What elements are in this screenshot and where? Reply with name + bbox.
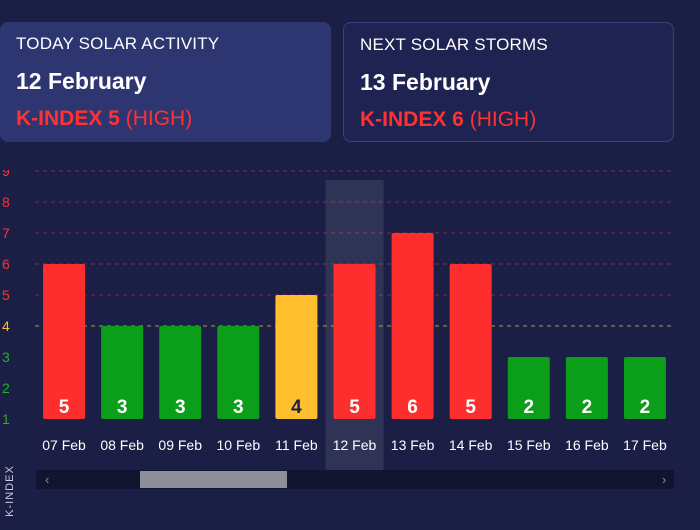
y-tick-label: 8	[2, 194, 10, 210]
y-tick-label: 4	[2, 318, 10, 334]
bar-08-feb[interactable]	[101, 326, 144, 419]
bar-value-label: 3	[117, 397, 128, 418]
x-tick-label: 14 Feb	[449, 437, 493, 453]
y-tick-label: 2	[2, 380, 10, 396]
bar-12-feb[interactable]	[333, 264, 376, 419]
y-tick-label: 5	[2, 287, 10, 303]
bar-07-feb[interactable]	[43, 264, 86, 419]
kindex-bar-chart: 1 2 3 4 5 6 7 8 9 5 3 3 3 4 5 6 5 2 2 2 07 Feb 08 Feb 09 Feb…	[2, 170, 674, 489]
bar-10-feb[interactable]	[217, 326, 260, 419]
bar-value-label: 2	[523, 397, 534, 418]
x-tick-label: 07 Feb	[42, 437, 86, 453]
bar-11-feb[interactable]	[275, 295, 318, 419]
x-tick-label: 17 Feb	[623, 437, 667, 453]
bar-value-label: 5	[59, 397, 70, 418]
today-solar-activity-card: TODAY SOLAR ACTIVITY 12 February K-INDEX…	[0, 22, 331, 142]
bar-value-label: 3	[175, 397, 186, 418]
x-tick-label: 16 Feb	[565, 437, 609, 453]
today-card-kindex: K-INDEX 5 (HIGH)	[16, 107, 315, 131]
bar-value-label: 3	[233, 397, 244, 418]
bar-17-feb[interactable]	[623, 357, 666, 419]
x-tick-label: 13 Feb	[391, 437, 435, 453]
next-solar-storms-card: NEXT SOLAR STORMS 13 February K-INDEX 6 …	[343, 22, 674, 142]
bar-value-label: 2	[582, 397, 593, 418]
y-tick-label: 7	[2, 225, 10, 241]
x-tick-label: 10 Feb	[217, 437, 261, 453]
x-tick-label: 09 Feb	[158, 437, 202, 453]
chart-bars: 5 3 3 3 4 5 6 5 2 2 2	[43, 233, 666, 419]
scroll-left-icon[interactable]: ‹	[45, 472, 49, 487]
next-kindex-value: K-INDEX 6	[360, 108, 464, 131]
next-card-date: 13 February	[360, 69, 491, 95]
x-axis-labels: 07 Feb 08 Feb 09 Feb 10 Feb 11 Feb 12 Feb 13 F…	[42, 437, 667, 453]
bar-15-feb[interactable]	[507, 357, 550, 419]
bar-09-feb[interactable]	[159, 326, 202, 419]
today-kindex-level: (HIGH)	[125, 107, 193, 130]
x-tick-label: 08 Feb	[100, 437, 144, 453]
x-tick-label: 15 Feb	[507, 437, 551, 453]
chart-gridlines	[35, 170, 674, 327]
today-card-label: TODAY SOLAR ACTIVITY	[16, 34, 220, 53]
bar-value-label: 4	[291, 397, 302, 418]
y-axis-title: K-INDEX	[3, 465, 16, 517]
y-tick-label: 1	[2, 411, 10, 427]
y-tick-label: 3	[2, 349, 10, 365]
x-tick-label: 11 Feb	[275, 437, 318, 453]
scrollbar-track[interactable]	[36, 470, 674, 489]
y-tick-label: 9	[2, 170, 10, 179]
chart-scrollbar[interactable]: ‹ ›	[36, 470, 674, 489]
bar-16-feb[interactable]	[565, 357, 608, 419]
bar-value-label: 5	[465, 397, 476, 418]
y-axis-ticks: 1 2 3 4 5 6 7 8 9	[2, 170, 10, 427]
next-card-kindex: K-INDEX 6 (HIGH)	[360, 108, 657, 132]
next-card-label: NEXT SOLAR STORMS	[360, 35, 548, 54]
bar-value-label: 6	[407, 397, 418, 418]
next-kindex-level: (HIGH)	[469, 108, 537, 131]
bar-value-label: 5	[349, 397, 360, 418]
y-tick-label: 6	[2, 256, 10, 272]
scroll-right-icon[interactable]: ›	[662, 472, 666, 487]
today-kindex-value: K-INDEX 5	[16, 107, 120, 130]
scrollbar-thumb[interactable]	[140, 471, 287, 488]
bar-value-label: 2	[640, 397, 651, 418]
x-tick-label: 12 Feb	[333, 437, 377, 453]
today-card-date: 12 February	[16, 68, 147, 94]
bar-14-feb[interactable]	[449, 264, 492, 419]
bar-13-feb[interactable]	[391, 233, 434, 419]
